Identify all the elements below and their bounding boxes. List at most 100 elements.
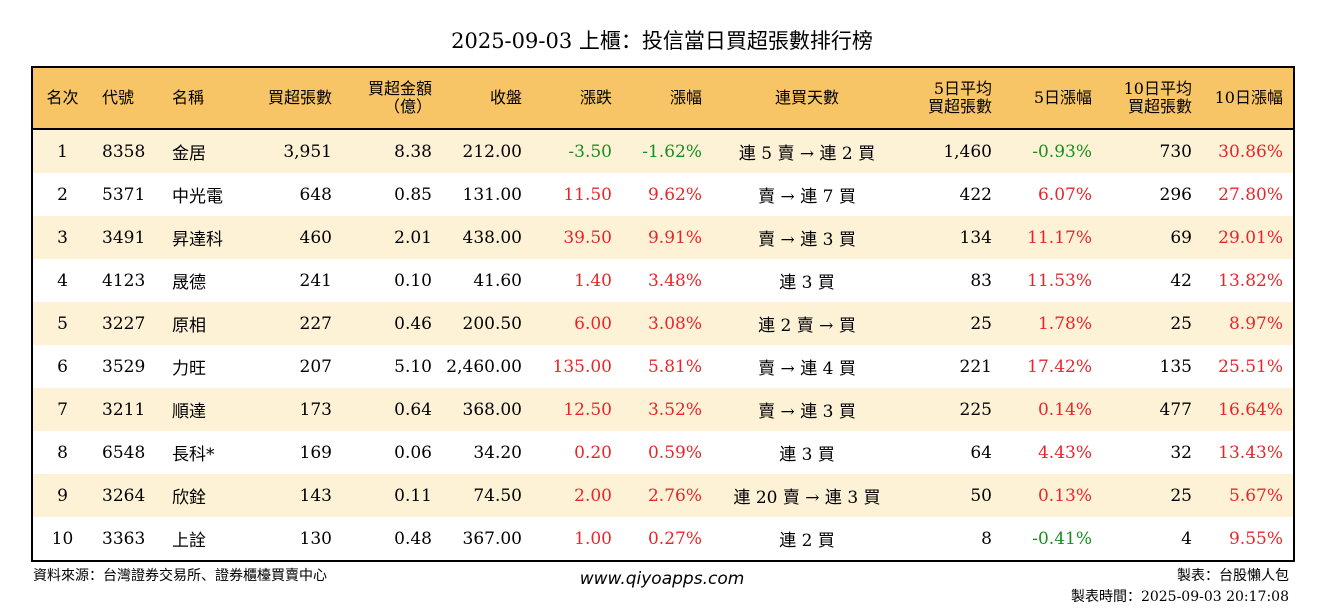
cell-net-buy-lots: 241 [242, 259, 342, 302]
cell-name: 晟德 [162, 259, 242, 302]
cell-code: 3264 [92, 474, 162, 517]
header-pct10: 10日漲幅 [1202, 67, 1294, 130]
cell-pct5: 11.17% [1002, 216, 1102, 259]
footer-info: 製表：台股懶人包 製表時間：2025-09-03 20:17:08 [1071, 566, 1289, 608]
cell-name: 欣銓 [162, 474, 242, 517]
cell-change: 1.00 [532, 517, 622, 561]
table-row: 1 8358 金居 3,951 8.38 212.00 -3.50 -1.62% 連 5 賣 →… [32, 129, 1294, 173]
cell-rank: 10 [32, 517, 92, 561]
cell-rank: 9 [32, 474, 92, 517]
cell-name: 原相 [162, 302, 242, 345]
cell-pct5: 0.13% [1002, 474, 1102, 517]
cell-pct5: -0.41% [1002, 517, 1102, 561]
cell-net-buy-lots: 173 [242, 388, 342, 431]
cell-avg10: 135 [1102, 345, 1202, 388]
cell-close: 131.00 [442, 173, 532, 216]
cell-pct10: 29.01% [1202, 216, 1294, 259]
cell-rank: 5 [32, 302, 92, 345]
header-close: 收盤 [442, 67, 532, 130]
cell-change-pct: 3.08% [622, 302, 712, 345]
cell-net-buy-amount: 5.10 [342, 345, 442, 388]
cell-change-pct: 5.81% [622, 345, 712, 388]
cell-consecutive: 賣 → 連 3 買 [712, 388, 902, 431]
cell-rank: 8 [32, 431, 92, 474]
cell-consecutive: 連 5 賣 → 連 2 買 [712, 129, 902, 173]
cell-consecutive: 連 2 買 [712, 517, 902, 561]
cell-change: 39.50 [532, 216, 622, 259]
cell-avg5: 225 [902, 388, 1002, 431]
cell-rank: 3 [32, 216, 92, 259]
cell-avg5: 1,460 [902, 129, 1002, 173]
cell-pct5: -0.93% [1002, 129, 1102, 173]
header-name: 名稱 [162, 67, 242, 130]
cell-avg10: 296 [1102, 173, 1202, 216]
cell-rank: 2 [32, 173, 92, 216]
cell-change-pct: 0.27% [622, 517, 712, 561]
header-net-buy-amount: 買超金額 （億） [342, 67, 442, 130]
cell-close: 2,460.00 [442, 345, 532, 388]
cell-change-pct: -1.62% [622, 129, 712, 173]
cell-pct10: 8.97% [1202, 302, 1294, 345]
cell-net-buy-amount: 0.10 [342, 259, 442, 302]
cell-change: 1.40 [532, 259, 622, 302]
cell-close: 438.00 [442, 216, 532, 259]
header-avg10: 10日平均 買超張數 [1102, 67, 1202, 130]
cell-change-pct: 3.52% [622, 388, 712, 431]
cell-avg5: 221 [902, 345, 1002, 388]
cell-code: 5371 [92, 173, 162, 216]
cell-pct10: 25.51% [1202, 345, 1294, 388]
cell-avg10: 25 [1102, 474, 1202, 517]
cell-net-buy-lots: 207 [242, 345, 342, 388]
cell-code: 3363 [92, 517, 162, 561]
page-title: 2025-09-03 上櫃：投信當日買超張數排行榜 [451, 29, 873, 53]
cell-rank: 4 [32, 259, 92, 302]
cell-net-buy-amount: 0.11 [342, 474, 442, 517]
maker-label: 製表：台股懶人包 [1177, 568, 1289, 584]
header-consecutive: 連買天數 [712, 67, 902, 130]
header-avg10-line2: 買超張數 [1127, 97, 1192, 116]
cell-avg10: 730 [1102, 129, 1202, 173]
cell-net-buy-amount: 0.06 [342, 431, 442, 474]
cell-change: 6.00 [532, 302, 622, 345]
header-avg5-line2: 買超張數 [927, 97, 992, 116]
cell-code: 6548 [92, 431, 162, 474]
cell-change: 12.50 [532, 388, 622, 431]
cell-change: -3.50 [532, 129, 622, 173]
cell-close: 367.00 [442, 517, 532, 561]
cell-net-buy-amount: 0.64 [342, 388, 442, 431]
cell-consecutive: 連 20 賣 → 連 3 買 [712, 474, 902, 517]
table-row: 3 3491 昇達科 460 2.01 438.00 39.50 9.91% 賣 → 連 3 買… [32, 216, 1294, 259]
cell-code: 8358 [92, 129, 162, 173]
cell-pct5: 11.53% [1002, 259, 1102, 302]
cell-consecutive: 連 3 買 [712, 259, 902, 302]
cell-change: 135.00 [532, 345, 622, 388]
cell-net-buy-amount: 0.46 [342, 302, 442, 345]
website-link[interactable]: www.qiyoapps.com [579, 569, 745, 589]
cell-pct10: 13.43% [1202, 431, 1294, 474]
cell-net-buy-lots: 130 [242, 517, 342, 561]
cell-avg10: 4 [1102, 517, 1202, 561]
cell-net-buy-amount: 8.38 [342, 129, 442, 173]
cell-code: 3211 [92, 388, 162, 431]
cell-net-buy-amount: 0.48 [342, 517, 442, 561]
cell-net-buy-amount: 0.85 [342, 173, 442, 216]
cell-avg10: 69 [1102, 216, 1202, 259]
cell-pct5: 4.43% [1002, 431, 1102, 474]
cell-pct10: 13.82% [1202, 259, 1294, 302]
header-net-buy-amount-line2: （億） [383, 97, 432, 116]
cell-change-pct: 9.91% [622, 216, 712, 259]
table-row: 6 3529 力旺 207 5.10 2,460.00 135.00 5.81% 賣 → 連 4… [32, 345, 1294, 388]
cell-consecutive: 連 3 買 [712, 431, 902, 474]
header-change-pct: 漲幅 [622, 67, 712, 130]
cell-change-pct: 2.76% [622, 474, 712, 517]
cell-avg10: 42 [1102, 259, 1202, 302]
cell-code: 3491 [92, 216, 162, 259]
cell-pct5: 6.07% [1002, 173, 1102, 216]
cell-avg5: 50 [902, 474, 1002, 517]
table-row: 5 3227 原相 227 0.46 200.50 6.00 3.08% 連 2 賣 → 買 25… [32, 302, 1294, 345]
cell-name: 順達 [162, 388, 242, 431]
cell-pct5: 0.14% [1002, 388, 1102, 431]
header-code: 代號 [92, 67, 162, 130]
cell-avg10: 32 [1102, 431, 1202, 474]
